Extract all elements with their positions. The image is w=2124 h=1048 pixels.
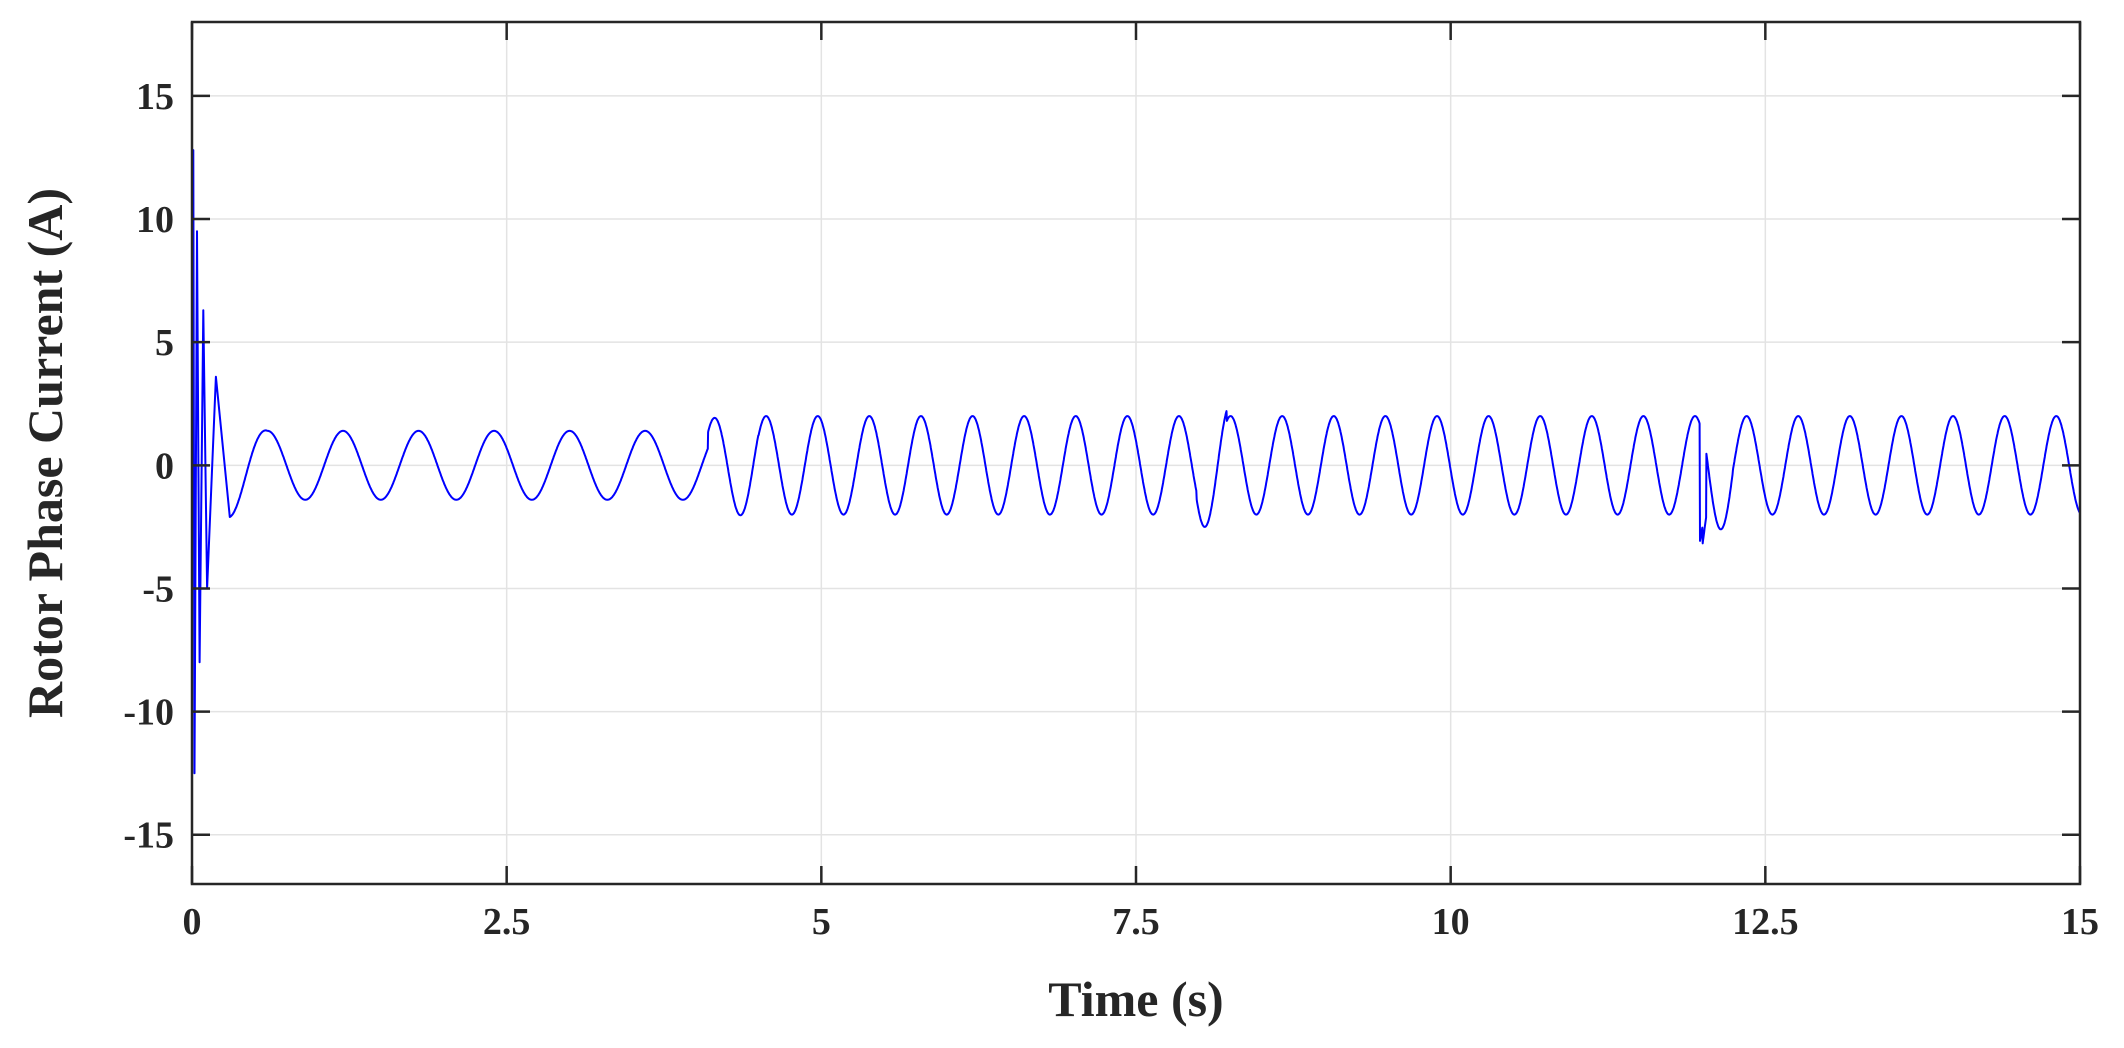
tick-marks [190,22,2082,884]
x-axis-label: Time (s) [1048,971,1223,1027]
y-tick-label: 5 [155,322,174,364]
grid-lines [191,22,2081,884]
y-tick-label: 0 [155,445,174,487]
y-tick-label: -10 [123,692,174,734]
x-tick-label: 12.5 [1732,901,1799,943]
x-tick-label: 7.5 [1112,901,1160,943]
x-tick-label: 10 [1432,901,1470,943]
series-layer [191,149,2081,775]
x-tick-label: 2.5 [483,901,531,943]
y-tick-label: 15 [136,76,174,118]
x-tick-label: 0 [183,901,202,943]
x-tick-label: 5 [812,901,831,943]
y-tick-label: 10 [136,199,174,241]
y-tick-labels: -15 -10 -5 0 5 10 15 [123,76,174,857]
y-tick-label: -15 [123,815,174,857]
x-tick-label: 15 [2061,901,2099,943]
rotor-current-line [191,149,2081,775]
y-tick-label: -5 [142,568,174,610]
y-axis-label: Rotor Phase Current (A) [17,188,73,718]
x-tick-labels: 0 2.5 5 7.5 10 12.5 15 [183,901,2100,943]
